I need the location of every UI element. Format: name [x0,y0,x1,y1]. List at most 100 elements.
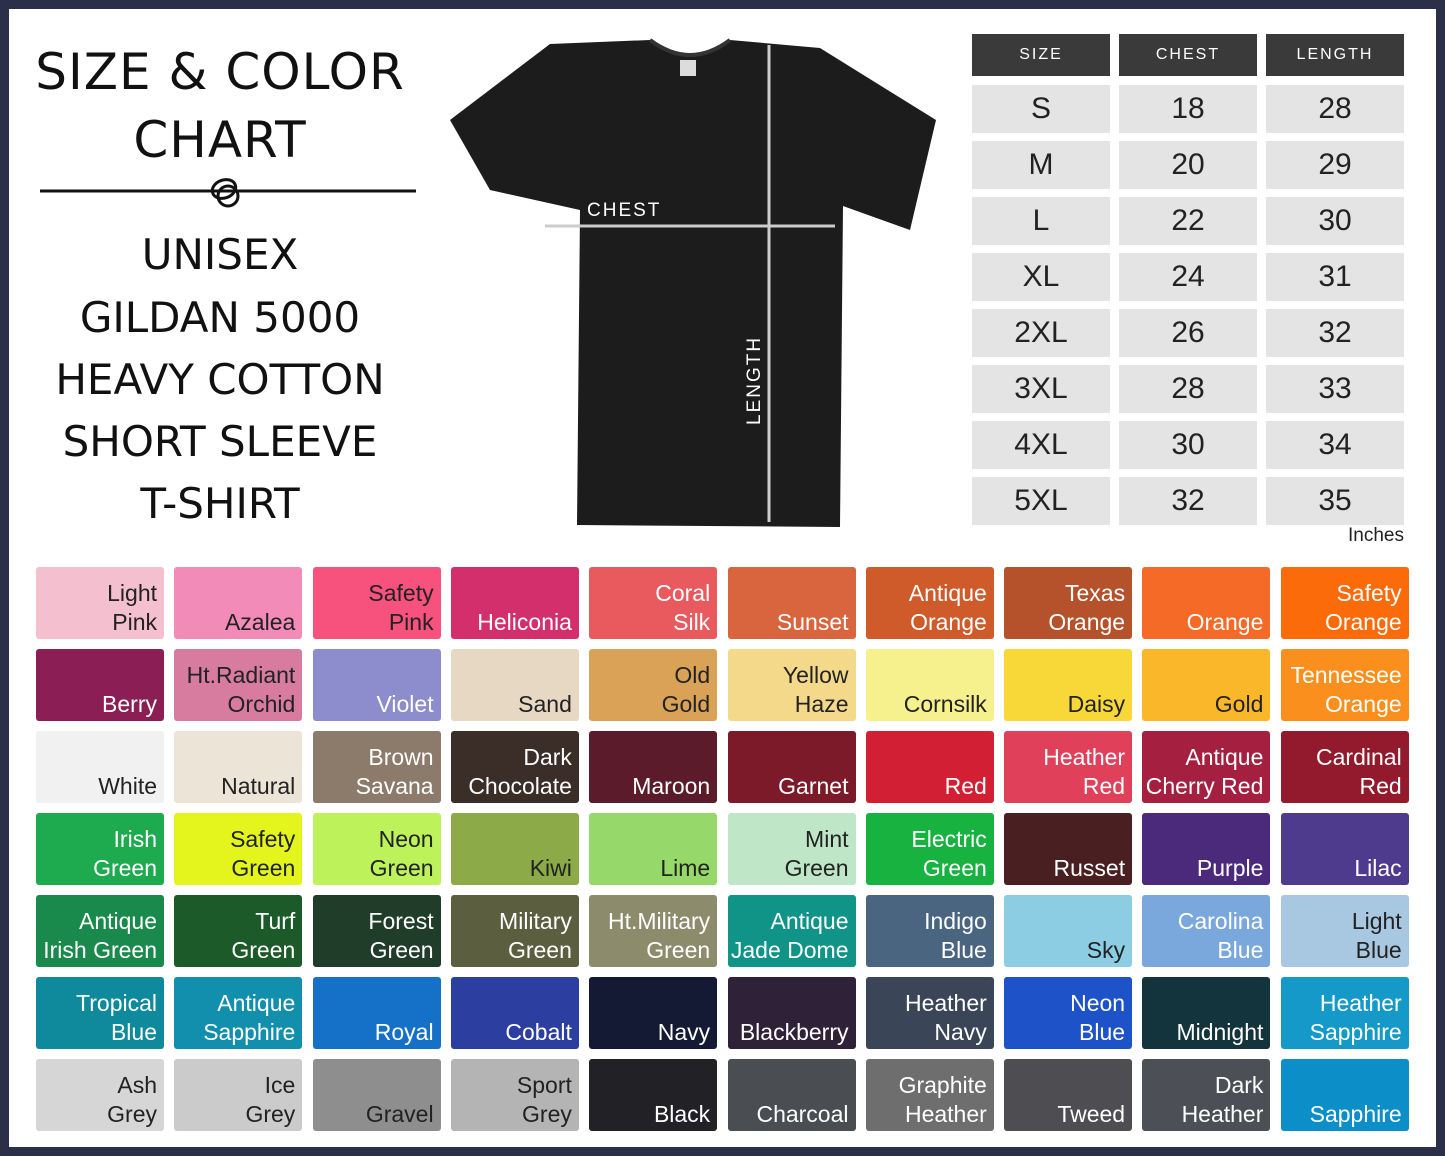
swatch-label: Maroon [632,772,710,801]
color-swatch-military-green: Military Green [450,895,579,967]
swatch-label-line: Red [1359,773,1402,799]
color-swatch-heather-sapphire: Heather Sapphire [1280,977,1409,1049]
color-swatch-cornsilk: Cornsilk [865,649,994,721]
swatch-label-line: Green [369,937,434,963]
table-header-length: LENGTH [1266,34,1404,76]
color-swatch-garnet: Garnet [727,731,856,803]
color-swatch-neon-green: Neon Green [312,813,441,885]
swatch-label: Brown Savana [356,743,434,801]
swatch-label: Natural [221,772,295,801]
swatch-label-line: Antique [217,990,296,1016]
swatch-label: White [98,772,157,801]
color-swatch-sport-grey: Sport Grey [450,1059,579,1131]
swatch-label: Graphite Heather [899,1071,987,1129]
swatch-label-line: Green [922,855,987,881]
swatch-label: Orange [1187,608,1264,637]
swatch-label: Antique Sapphire [203,989,295,1047]
table-cell: 30 [1119,421,1257,469]
table-cell: 32 [1266,309,1404,357]
swatch-label-line: Turf [255,908,296,934]
swatch-label-line: Green [231,937,296,963]
table-cell: 2XL [972,309,1110,357]
swatch-label: Heather Red [1043,743,1125,801]
swatch-label-line: Gravel [365,1101,434,1127]
color-swatch-texas-orange: Texas Orange [1004,567,1133,639]
color-swatch-antique-cherry-red: Antique Cherry Red [1142,731,1271,803]
table-cell: 28 [1266,85,1404,133]
shirt-tag [680,60,696,76]
swatch-label: Safety Orange [1325,579,1402,637]
swatch-label-line: Ice [264,1072,296,1098]
color-swatch-light-pink: Light Pink [36,567,164,639]
color-swatch-berry: Berry [36,649,164,721]
swatch-label-line: Natural [221,773,296,799]
swatch-label-line: Lime [660,855,711,881]
color-swatch-dark-heather: Dark Heather [1142,1059,1271,1131]
table-cell: 34 [1266,421,1404,469]
swatch-label-line: Heather [1319,990,1402,1016]
swatch-label: Irish Green [93,825,157,883]
subtitle-line-2: GILDAN 5000 [79,293,361,342]
color-swatch-sky: Sky [1004,895,1133,967]
swatch-label-line: Dark [523,744,572,770]
color-swatch-midnight: Midnight [1142,977,1271,1049]
swatch-label: Daisy [1068,690,1126,719]
table-cell: M [972,141,1110,189]
color-swatch-ice-grey: Ice Grey [174,1059,303,1131]
subtitle-line-1: UNISEX [141,230,299,279]
page-title-line-1: SIZE & COLOR [35,43,405,101]
swatch-label-line: Navy [657,1019,711,1045]
table-cell: 31 [1266,253,1404,301]
color-swatch-ht-military-green: Ht.Military Green [589,895,718,967]
swatch-label-line: Irish Green [43,937,157,963]
swatch-label-line: Orange [1324,609,1402,635]
color-swatch-black: Black [589,1059,718,1131]
swatch-label: Ash Grey [107,1071,157,1129]
ornament-divider-icon [40,178,416,208]
swatch-label-line: Lilac [1354,855,1402,881]
swatch-label-line: Ht.Radiant [186,662,296,688]
swatch-label: Heliconia [477,608,572,637]
swatch-label: Sport Grey [517,1071,572,1129]
swatch-label: Royal [375,1018,434,1047]
swatch-label: Light Pink [107,579,157,637]
swatch-label: Military Green [499,907,572,965]
swatch-label: Dark Chocolate [468,743,572,801]
swatch-label-line: Cornsilk [903,691,987,717]
color-swatch-white: White [36,731,164,803]
color-swatch-heather-navy: Heather Navy [865,977,994,1049]
color-swatch-tennessee-orange: Tennessee Orange [1280,649,1409,721]
swatch-label-line: Cardinal [1316,744,1402,770]
swatch-label-line: Safety [230,826,296,852]
table-cell: 28 [1119,365,1257,413]
table-cell: 30 [1266,197,1404,245]
color-swatch-mint-green: Mint Green [727,813,856,885]
swatch-label-line: Daisy [1067,691,1126,717]
swatch-label: Midnight [1176,1018,1263,1047]
swatch-label-line: Maroon [632,773,711,799]
swatch-label-line: Orchid [227,691,296,717]
swatch-label: Blackberry [740,1018,849,1047]
length-label: LENGTH [744,336,765,425]
swatch-label-line: Grey [522,1101,572,1127]
color-swatch-ht-radiant-orchid: Ht.Radiant Orchid [174,649,303,721]
swatch-label-line: Sky [1086,937,1126,963]
swatch-label: Berry [102,690,157,719]
color-swatch-blackberry: Blackberry [727,977,856,1049]
swatch-label: Dark Heather [1182,1071,1264,1129]
color-swatch-lime: Lime [589,813,718,885]
color-swatch-violet: Violet [312,649,441,721]
swatch-label-line: Green [231,855,296,881]
swatch-label: Antique Orange [909,579,987,637]
swatch-label-line: Jade Dome [730,937,849,963]
swatch-label-line: Dark [1214,1072,1264,1098]
swatch-label-line: Cobalt [505,1019,572,1045]
swatch-label-line: Orange [910,609,987,635]
swatch-label: Antique Cherry Red [1146,743,1264,801]
swatch-label-line: Savana [355,773,434,799]
swatch-label-line: Green [93,855,157,881]
color-swatch-old-gold: Old Gold [589,649,718,721]
color-swatch-charcoal: Charcoal [727,1059,856,1131]
swatch-label-line: Sand [518,691,572,717]
color-swatch-forest-green: Forest Green [312,895,441,967]
